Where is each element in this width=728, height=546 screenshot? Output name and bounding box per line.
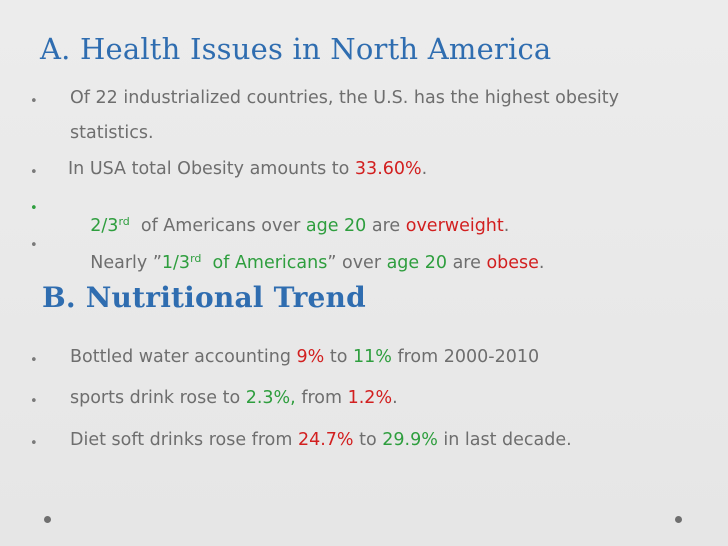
bullet-a1: •: [30, 94, 38, 109]
b1-suffix: from 2000-2010: [391, 347, 540, 367]
bullet-a3: •: [30, 201, 38, 216]
b2-mid: from: [295, 388, 348, 408]
section-b-title: B. Nutritional Trend: [42, 281, 366, 314]
a4-ordinal: rd: [190, 252, 202, 265]
a2-suffix: .: [421, 159, 428, 179]
b3-line: Diet soft drinks rose from 24.7% to 29.9…: [70, 430, 572, 450]
b2-to: 2.3%,: [245, 388, 296, 408]
a3-mid2: are: [366, 216, 406, 236]
a4-suffix: .: [538, 253, 545, 273]
b2-prefix: sports drink rose to: [70, 388, 246, 408]
a3-ordinal: rd: [118, 215, 130, 228]
bullet-a2: •: [30, 165, 38, 180]
b1-to: 11%: [352, 347, 392, 367]
b1-mid: to: [324, 347, 353, 367]
a4-quoted-rest: of Americans: [201, 253, 328, 273]
bullet-b3: •: [30, 436, 38, 451]
b3-suffix: in last decade.: [437, 430, 572, 450]
footer-dot-right: [675, 516, 682, 523]
section-a-title: A. Health Issues in North America: [40, 32, 552, 66]
bullet-b1: •: [30, 353, 38, 368]
a1-line2: statistics.: [70, 123, 154, 143]
b1-line: Bottled water accounting 9% to 11% from …: [70, 347, 539, 367]
a4-mid1: over: [336, 253, 387, 273]
b2-from: 1.2%: [347, 388, 393, 408]
b1-from: 9%: [296, 347, 325, 367]
a4-quote-close: ”: [327, 253, 337, 273]
a3-line: 2/3rd of Americans over age 20 are overw…: [68, 195, 509, 256]
a2-prefix: In USA total Obesity amounts to: [68, 159, 355, 179]
a4-mid2: are: [447, 253, 487, 273]
b3-to: 29.9%: [382, 430, 438, 450]
bullet-b2: •: [30, 394, 38, 409]
a3-mid1: of Americans over: [129, 216, 306, 236]
a4-age: age 20: [386, 253, 448, 273]
a4-fraction: 1/3: [161, 253, 191, 273]
b3-prefix: Diet soft drinks rose from: [70, 430, 298, 450]
a3-suffix: .: [503, 216, 510, 236]
a2-value: 33.60%: [354, 159, 422, 179]
b3-mid: to: [353, 430, 383, 450]
a2-line: In USA total Obesity amounts to 33.60%.: [68, 159, 427, 179]
b2-suffix: .: [392, 388, 398, 408]
b3-from: 24.7%: [297, 430, 354, 450]
b1-prefix: Bottled water accounting: [70, 347, 297, 367]
a3-age: age 20: [305, 216, 367, 236]
a1-line1: Of 22 industrialized countries, the U.S.…: [70, 88, 619, 108]
a3-status: overweight: [405, 216, 504, 236]
a4-quote-open: ”: [152, 253, 162, 273]
a3-fraction: 2/3: [90, 216, 119, 236]
footer-dot-left: [44, 516, 51, 523]
a4-line: Nearly ”1/3rd of Americans” over age 20 …: [68, 232, 545, 293]
a4-prefix: Nearly: [90, 253, 153, 273]
a4-status: obese: [486, 253, 539, 273]
b2-line: sports drink rose to 2.3%, from 1.2%.: [70, 388, 398, 408]
bullet-a4: •: [30, 238, 38, 253]
